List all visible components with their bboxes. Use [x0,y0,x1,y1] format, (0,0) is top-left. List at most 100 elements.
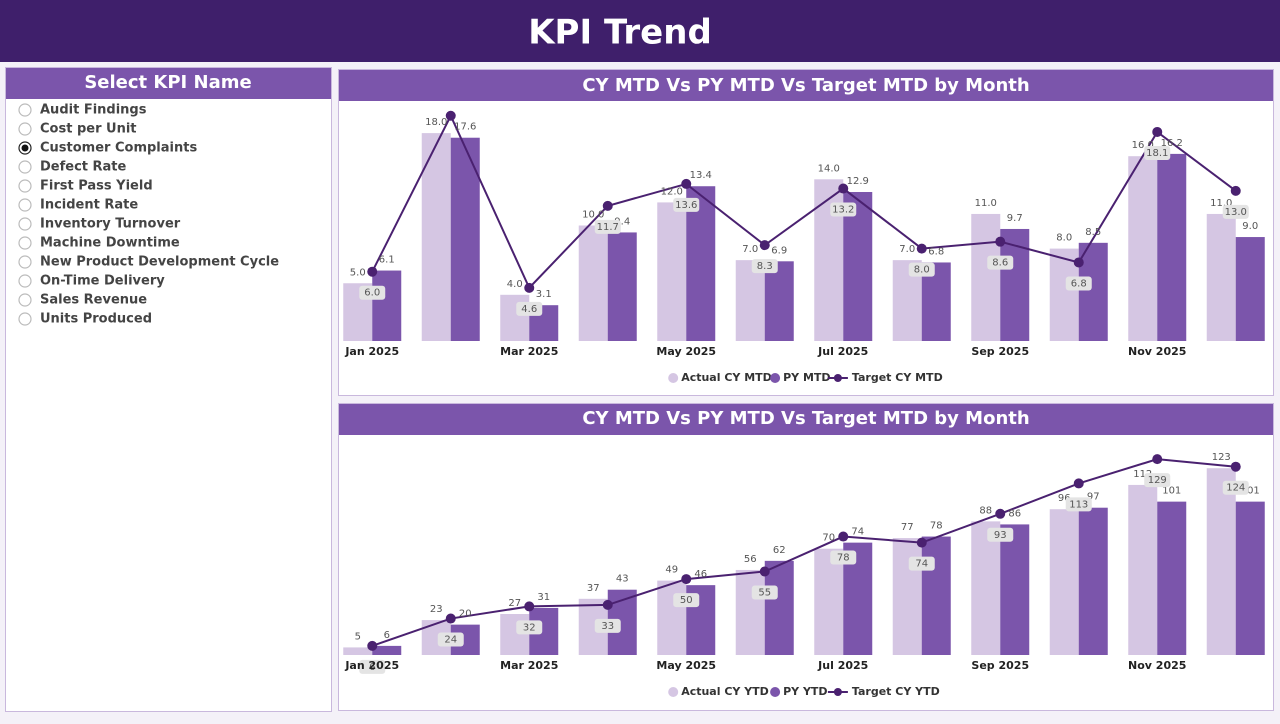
x-tick-label: May 2025 [656,345,716,358]
data-label: 7.0 [742,244,758,255]
data-label-box [437,632,464,647]
legend-marker [770,373,781,383]
legend-marker [833,688,842,696]
data-label-box [673,197,700,212]
radio-button[interactable] [18,103,32,117]
x-tick-label: Jul 2025 [817,345,868,358]
data-label: 8.6 [992,258,1008,269]
bar [921,536,951,655]
data-label: 49 [665,565,678,576]
radio-button[interactable] [18,236,32,250]
data-label: 101 [1241,486,1260,497]
chart-header [339,404,1273,435]
data-label-box [987,255,1014,270]
legend-label: PY YTD [783,685,827,698]
data-label: 70 [822,533,835,544]
data-label-box [830,550,857,565]
target-marker [1230,185,1241,196]
header-bar [0,0,1280,62]
x-tick-label: May 2025 [656,659,716,672]
data-label: 5 [355,631,361,642]
data-label: 33 [601,621,614,632]
radio-button[interactable] [18,179,32,193]
slicer-option[interactable]: Defect Rate [40,160,127,175]
radio-button[interactable] [18,255,32,269]
data-label: 24 [444,635,457,646]
legend-label: Target CY MTD [852,371,943,384]
target-marker [916,537,927,548]
target-marker [524,282,535,293]
x-tick-label: Jan 2025 [344,659,399,672]
data-label: 5.0 [350,267,366,278]
x-tick-label: Jul 2025 [817,659,868,672]
data-label: 18.0 [425,117,447,128]
data-label: 56 [744,554,757,565]
radio-button[interactable] [18,122,32,136]
data-label: 6.0 [364,288,380,299]
x-tick-label: Sep 2025 [971,659,1029,672]
data-label-box [751,585,778,600]
bar [1049,509,1079,655]
data-label-box [751,259,778,274]
bar [1157,501,1187,655]
x-tick-label: Mar 2025 [500,659,558,672]
legend-label: Actual CY YTD [681,685,769,698]
slicer-option[interactable]: First Pass Yield [40,179,153,194]
legend-marker [668,687,679,697]
radio-button[interactable] [18,312,32,326]
bar [1128,156,1158,341]
bar [421,133,451,341]
data-label: 3.1 [536,289,552,300]
data-label: 16.0 [1132,140,1154,151]
data-label: 14.0 [818,163,840,174]
data-label-box [830,202,857,217]
target-marker [1073,257,1084,268]
slicer-option[interactable]: Sales Revenue [40,293,147,308]
chart-title: CY MTD Vs PY MTD Vs Target MTD by Month [582,75,1029,96]
data-label: 23 [430,604,443,615]
data-label: 50 [680,595,693,606]
slicer-option[interactable]: Units Produced [40,312,152,327]
data-label-box [516,620,543,635]
slicer-option[interactable]: On-Time Delivery [40,274,165,289]
data-label: 8.3 [757,261,773,272]
bar [764,560,794,655]
data-label-box [594,219,621,234]
chart-header [339,70,1273,101]
x-tick-label: Mar 2025 [500,345,558,358]
data-label-box [1144,145,1171,160]
data-label-box [1222,204,1249,219]
data-label: 6.8 [928,246,944,257]
slicer-option[interactable]: Machine Downtime [40,236,180,251]
radio-button[interactable] [18,160,32,174]
data-label: 6.9 [771,245,787,256]
data-label: 31 [537,592,550,603]
data-label: 10.0 [582,210,604,221]
slicer-option[interactable]: Cost per Unit [40,122,137,137]
data-label: 78 [930,521,943,532]
target-marker [681,178,692,189]
data-label-box [359,285,386,300]
data-label: 129 [1148,475,1167,486]
target-marker [838,531,849,542]
legend-label: PY MTD [783,371,830,384]
radio-button[interactable] [18,217,32,231]
bar [372,270,402,341]
slicer-option[interactable]: New Product Development Cycle [40,255,279,270]
slicer-option[interactable]: Audit Findings [40,103,147,118]
radio-button[interactable] [18,274,32,288]
data-label: 86 [1008,508,1021,519]
bar [735,569,765,655]
radio-button[interactable] [18,198,32,212]
radio-button[interactable] [18,293,32,307]
slicer-option[interactable]: Incident Rate [40,198,138,213]
data-label: 32 [523,622,536,633]
data-label-box [987,527,1014,542]
data-label-box [673,593,700,608]
bar [657,202,687,341]
slicer-option[interactable]: Inventory Turnover [40,217,181,232]
chart-title: CY MTD Vs PY MTD Vs Target MTD by Month [582,408,1029,429]
slicer-option[interactable]: Customer Complaints [40,141,197,156]
bar [971,521,1001,655]
bar [843,192,873,341]
